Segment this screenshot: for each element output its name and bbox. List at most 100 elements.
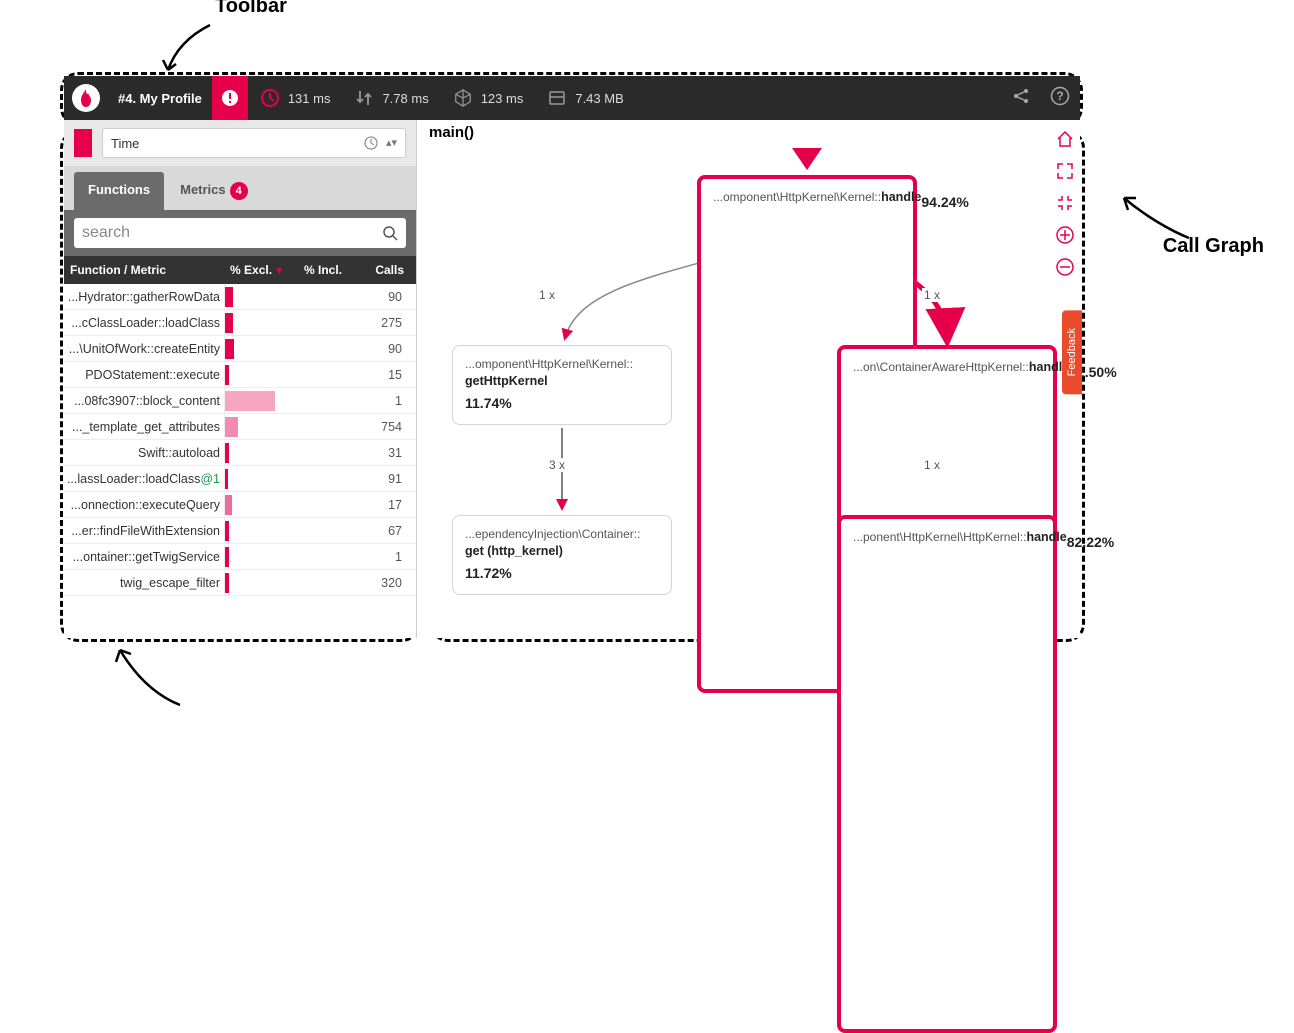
func-name: ..._template_get_attributes: [64, 420, 224, 434]
function-row[interactable]: ...08fc3907::block_content 1: [64, 388, 416, 414]
func-name: ...er::findFileWithExtension: [64, 524, 224, 538]
func-calls: 754: [356, 420, 412, 434]
func-bar-cell: [224, 336, 356, 362]
profile-name[interactable]: #4. My Profile: [108, 91, 212, 106]
metric-cpu[interactable]: 123 ms: [441, 88, 536, 108]
node-class: ...ponent\HttpKernel\HttpKernel::: [853, 529, 1026, 1019]
func-bar: [225, 547, 229, 567]
col-excl[interactable]: % Excl.▼: [224, 263, 290, 277]
dimension-select[interactable]: Time ▴▾: [102, 128, 406, 158]
metric-io[interactable]: 7.78 ms: [342, 88, 440, 108]
metric-clock[interactable]: 131 ms: [248, 88, 343, 108]
entry-triangle-icon: [792, 148, 822, 170]
help-icon[interactable]: ?: [1040, 86, 1080, 111]
func-bar-cell: [224, 284, 356, 310]
home-icon[interactable]: [1054, 128, 1076, 150]
metric-value: 123 ms: [481, 91, 524, 106]
func-bar: [225, 391, 275, 411]
tab-label: Metrics: [180, 182, 226, 197]
search-icon: [382, 225, 398, 241]
func-bar-cell: [224, 466, 356, 492]
tab-label: Functions: [88, 182, 150, 197]
func-calls: 67: [356, 524, 412, 538]
func-calls: 1: [356, 550, 412, 564]
func-name: ...ontainer::getTwigService: [64, 550, 224, 564]
function-row[interactable]: ..._template_get_attributes 754: [64, 414, 416, 440]
func-calls: 1: [356, 394, 412, 408]
zoom-out-icon[interactable]: [1054, 256, 1076, 278]
func-bar: [225, 339, 234, 359]
function-row[interactable]: ...\UnitOfWork::createEntity 90: [64, 336, 416, 362]
graph-controls: [1054, 128, 1076, 278]
func-bar: [225, 417, 238, 437]
func-name: ...cClassLoader::loadClass: [64, 316, 224, 330]
table-header: Function / Metric % Excl.▼ % Incl. Calls: [64, 256, 416, 284]
func-name: ...\UnitOfWork::createEntity: [64, 342, 224, 356]
graph-title: main(): [429, 124, 474, 141]
tab-functions[interactable]: Functions: [74, 172, 164, 210]
func-calls: 31: [356, 446, 412, 460]
logo[interactable]: [64, 76, 108, 120]
func-bar-cell: [224, 518, 356, 544]
graph-node[interactable]: ...ponent\HttpKernel\HttpKernel::handle8…: [837, 515, 1057, 1033]
col-calls[interactable]: Calls: [356, 263, 412, 277]
function-row[interactable]: ...ontainer::getTwigService 1: [64, 544, 416, 570]
search-input[interactable]: search: [74, 218, 406, 248]
io-icon: [354, 88, 374, 108]
col-function[interactable]: Function / Metric: [64, 263, 224, 277]
function-row[interactable]: PDOStatement::execute15: [64, 362, 416, 388]
node-pct: 11.72%: [465, 564, 659, 584]
function-row[interactable]: ...er::findFileWithExtension 67: [64, 518, 416, 544]
func-bar: [225, 443, 229, 463]
expand-icon[interactable]: [1054, 160, 1076, 182]
node-class: ...ependencyInjection\Container::: [465, 526, 659, 543]
func-bar: [225, 287, 233, 307]
func-bar-cell: [224, 310, 356, 336]
zoom-in-icon[interactable]: [1054, 224, 1076, 246]
func-bar-cell: [224, 570, 356, 596]
col-incl[interactable]: % Incl.: [290, 263, 356, 277]
svg-text:?: ?: [1056, 89, 1063, 103]
function-row[interactable]: twig_escape_filter320: [64, 570, 416, 596]
graph-node[interactable]: ...ependencyInjection\Container::get (ht…: [452, 515, 672, 595]
metric-mem[interactable]: 7.43 MB: [535, 88, 635, 108]
metric-value: 131 ms: [288, 91, 331, 106]
tab-metrics[interactable]: Metrics4: [166, 172, 262, 210]
collapse-icon[interactable]: [1054, 192, 1076, 214]
function-row[interactable]: Swift::autoload31: [64, 440, 416, 466]
func-calls: 17: [356, 498, 412, 512]
func-name: ...08fc3907::block_content: [64, 394, 224, 408]
graph-node[interactable]: ...omponent\HttpKernel\Kernel::getHttpKe…: [452, 345, 672, 425]
node-pct: 82.22%: [1067, 533, 1114, 1019]
main-area: Time ▴▾ Functions Metrics4 search Functio…: [64, 120, 1080, 638]
func-bar-cell: [224, 492, 356, 518]
arrow-funclist: [110, 645, 190, 715]
clock-small-icon: [364, 136, 378, 150]
share-icon[interactable]: [1002, 87, 1040, 110]
func-calls: 90: [356, 290, 412, 304]
node-method: getHttpKernel: [465, 373, 659, 391]
feedback-tab[interactable]: Feedback: [1062, 310, 1082, 394]
topbar: #4. My Profile 131 ms 7.78 ms 123 ms 7.43 M…: [64, 76, 1080, 120]
function-row[interactable]: ...cClassLoader::loadClass275: [64, 310, 416, 336]
function-row[interactable]: ...onnection::executeQuery17: [64, 492, 416, 518]
func-calls: 90: [356, 342, 412, 356]
tabs: Functions Metrics4: [64, 166, 416, 210]
dimension-swatch: [74, 129, 92, 157]
func-bar: [225, 469, 228, 489]
function-row[interactable]: ...Hydrator::gatherRowData90: [64, 284, 416, 310]
updown-icon: ▴▾: [386, 136, 397, 150]
func-name: twig_escape_filter: [64, 576, 224, 590]
search-placeholder: search: [82, 224, 130, 242]
edge-label: 1 x: [537, 288, 557, 302]
node-class: ...omponent\HttpKernel\Kernel::: [465, 356, 659, 373]
call-graph-panel[interactable]: main() ...omponent\HttpKernel\Kernel::ha…: [417, 120, 1080, 638]
function-row[interactable]: ...lassLoader::loadClass@191: [64, 466, 416, 492]
arrow-callgraph: [1114, 190, 1194, 250]
arrow-toolbar: [160, 15, 230, 75]
func-bar-cell: [224, 544, 356, 570]
func-name: ...lassLoader::loadClass@1: [64, 472, 224, 486]
func-bar: [225, 521, 229, 541]
alert-badge[interactable]: [212, 76, 248, 120]
func-bar: [225, 365, 229, 385]
